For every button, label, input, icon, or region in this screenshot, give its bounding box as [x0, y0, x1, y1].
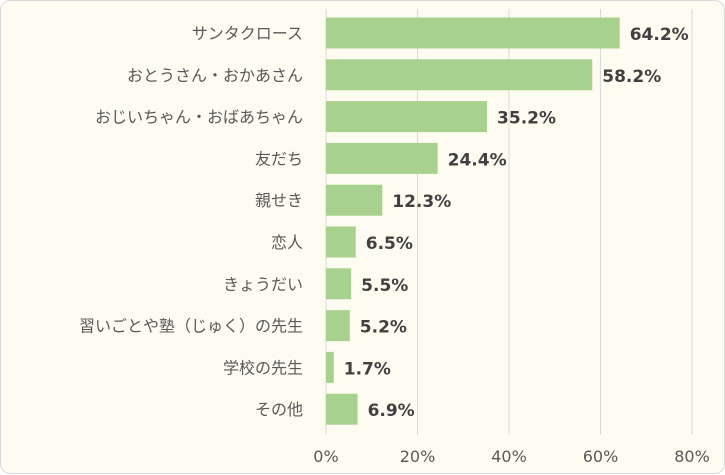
bar — [326, 351, 334, 383]
category-label: 習いごとや塾（じゅく）の先生 — [79, 317, 303, 336]
x-tick-label: 80% — [674, 447, 710, 466]
category-label: 友だち — [255, 149, 303, 168]
category-label: その他 — [255, 400, 303, 419]
data-label: 6.5% — [366, 234, 413, 254]
data-label: 6.9% — [368, 401, 415, 421]
data-label: 24.4% — [448, 150, 507, 170]
bar — [326, 310, 350, 342]
x-tick-label: 60% — [583, 447, 619, 466]
bar — [326, 268, 352, 300]
bar — [326, 59, 593, 91]
category-label: おじいちゃん・おばあちゃん — [95, 108, 303, 127]
x-tick-label: 0% — [313, 447, 338, 466]
category-label: 親せき — [255, 191, 303, 210]
bars — [326, 17, 620, 425]
category-label: 恋人 — [271, 233, 303, 252]
data-label: 58.2% — [602, 67, 661, 87]
bar — [326, 393, 358, 425]
x-tick-label: 40% — [491, 447, 527, 466]
bar — [326, 226, 356, 258]
labels: 0% 20% 40% 60% 80% サンタクロース 64.2% おとうさん・おかあさん 58.… — [79, 24, 710, 466]
bar — [326, 17, 620, 49]
bar — [326, 101, 488, 133]
data-label: 5.5% — [361, 276, 408, 296]
bar — [326, 184, 383, 216]
category-label: きょうだい — [223, 275, 303, 294]
category-label: サンタクロース — [192, 24, 303, 43]
data-label: 1.7% — [344, 359, 391, 379]
category-label: 学校の先生 — [223, 358, 303, 377]
data-label: 64.2% — [630, 25, 689, 45]
x-tick-label: 20% — [400, 447, 436, 466]
data-label: 5.2% — [360, 318, 407, 338]
data-label: 35.2% — [497, 109, 556, 129]
bar — [326, 142, 438, 174]
category-label: おとうさん・おかあさん — [127, 66, 303, 85]
data-label: 12.3% — [392, 192, 451, 212]
